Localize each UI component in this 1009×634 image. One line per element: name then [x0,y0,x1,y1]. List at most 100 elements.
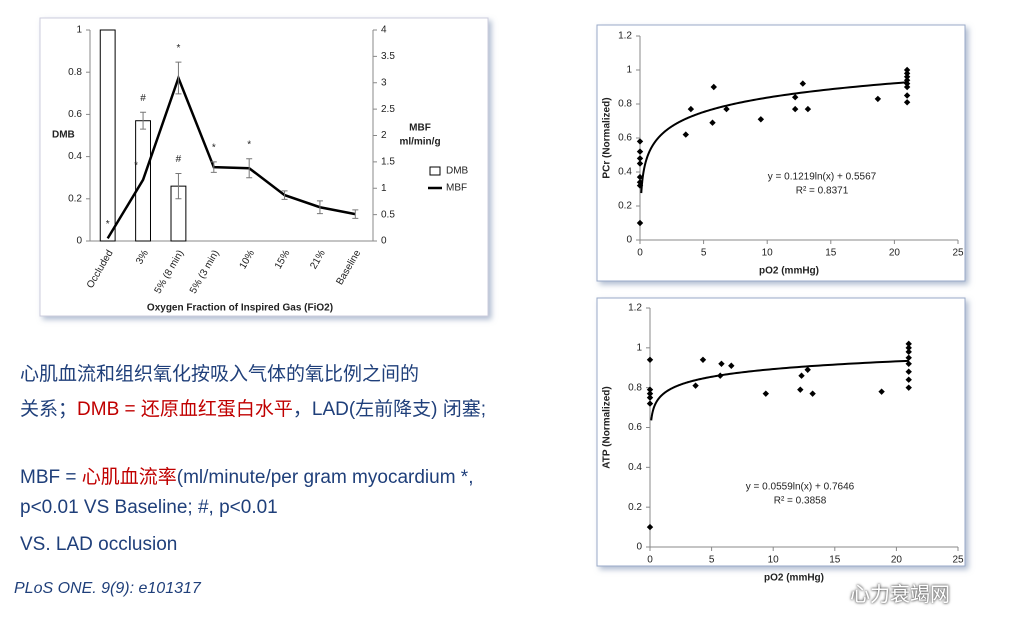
caption-text: VS. LAD occlusion [20,534,178,555]
point [636,138,644,145]
caption-line: VS. LAD occlusion [20,530,530,560]
x-tick-label: 0 [637,248,643,259]
point [699,356,707,363]
x-tick-label: 15 [825,248,837,259]
x-tick-label: 10 [768,555,780,566]
point [692,382,699,389]
trendline [640,81,908,194]
trendline-r2: R² = 0.8371 [796,186,849,197]
point [905,340,912,348]
caption-line: 心肌血流和组织氧化按吸入气体的氧比例之间的 [20,360,530,390]
point [718,360,725,367]
bar [99,29,116,242]
x-axis-label: pO2 (mmHg) [759,266,819,277]
y2-tick-label: 1 [381,183,387,194]
y-tick-label: 0.6 [618,133,632,144]
annotation: # [140,93,146,104]
y-tick-label: 0.2 [628,502,642,513]
x-tick-label: 0 [647,555,653,566]
caption-text: 关系； [20,399,78,420]
point [804,105,812,113]
point [799,80,807,87]
trendline-r2: R² = 0.3858 [774,496,827,507]
y-tick-label: 1 [626,65,632,76]
point [905,384,912,391]
y-tick-label: 0.6 [68,109,82,120]
annotation: * [212,143,216,154]
x-tick-label: 10 [762,248,774,259]
legend-label: DMB [446,166,469,177]
y2-axis-label: ml/min/g [399,137,440,148]
caption-text: (ml/minute/per gram myocardium *, p<0.01… [20,467,474,518]
legend-label: MBF [446,183,467,194]
annotation: * [176,43,180,54]
x-tick-label: 15 [829,555,841,566]
caption-text: 心肌血流率 [81,467,177,488]
y-tick-label: 0.8 [618,99,632,110]
annotation: * [247,139,251,150]
point [903,77,911,84]
y2-tick-label: 2.5 [381,104,395,115]
point [646,523,654,531]
point [903,83,911,91]
y-tick-label: 1.2 [618,31,632,42]
point [636,160,644,167]
y-tick-label: 0 [76,236,82,247]
x-axis-label: Oxygen Fraction of Inspired Gas (FiO2) [147,303,333,314]
point [710,83,717,91]
trendline-equation: y = 0.1219ln(x) + 0.5567 [768,172,877,183]
y-tick-label: 0.6 [628,422,642,433]
error-bar [140,111,147,130]
annotation: * [134,160,138,171]
caption-text: DMB = 还原血红蛋白水平 [77,399,293,420]
trendline [650,359,909,421]
y2-tick-label: 3.5 [381,51,395,62]
x-tick-label: 20 [889,248,901,259]
point [791,94,799,101]
point [798,372,805,379]
y-tick-label: 0.4 [618,167,632,178]
point [687,105,695,113]
point [646,400,654,407]
point [646,390,654,397]
y-tick-label: 1.2 [628,303,642,314]
point [636,182,644,189]
point [723,105,730,113]
point [905,360,912,367]
point [903,73,911,80]
caption-text: MBF = [20,467,82,488]
y-tick-label: 0 [636,542,642,553]
y-axis-label: ATP (Normalized) [602,386,613,468]
y2-tick-label: 0.5 [381,209,395,220]
x-tick-label: 5 [701,248,707,259]
annotation: * [106,219,110,230]
point [903,80,911,87]
point [646,394,654,401]
point [636,179,644,186]
point [682,131,689,138]
y-tick-label: 1 [636,342,642,353]
x-tick-label: 25 [952,555,964,566]
watermark: 心力衰竭网 [850,584,950,606]
point [762,390,770,397]
line [106,74,356,240]
y2-tick-label: 4 [381,25,387,36]
point [905,376,912,383]
error-bar [316,200,323,215]
point [903,66,911,74]
error-bar [210,161,217,173]
annotation: # [176,154,182,165]
y2-tick-label: 0 [381,236,387,247]
x-tick-label: 20 [891,555,903,566]
point [809,390,816,397]
point [717,372,724,379]
y-tick-label: 0.8 [628,382,642,393]
y-tick-label: 0.4 [68,151,82,162]
citation: PLoS ONE. 9(9): e101317 [14,580,201,597]
point [797,386,804,393]
error-bar [281,190,288,200]
y-tick-label: 0.8 [68,67,82,78]
y-tick-label: 0.2 [618,201,632,212]
